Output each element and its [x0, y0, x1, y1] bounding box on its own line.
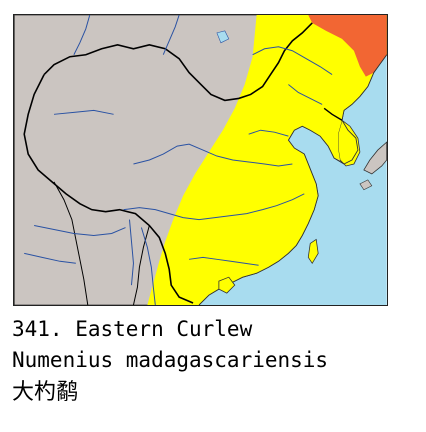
- japan-islands: [363, 141, 387, 175]
- scientific-name: Numenius madagascariensis: [12, 348, 329, 372]
- river-songhua: [288, 84, 323, 105]
- chinese-name: 大杓鹬: [12, 380, 79, 405]
- river-ganges: [24, 252, 76, 264]
- river-north-branch: [248, 129, 289, 137]
- range-migration: [147, 15, 387, 305]
- river-yellow: [133, 143, 293, 167]
- border-china-west: [23, 74, 194, 304]
- range-map: [13, 14, 388, 306]
- river-brahmaputra: [34, 225, 126, 236]
- river-salween: [128, 219, 134, 286]
- river-mekong: [140, 227, 156, 305]
- river-amur: [252, 46, 333, 76]
- river-tarim: [53, 109, 114, 115]
- border-india: [53, 181, 89, 305]
- lake: [216, 30, 230, 44]
- rivers: [24, 15, 333, 305]
- japan-islands-small: [359, 179, 373, 191]
- border-korea: [323, 107, 343, 121]
- river-ob: [73, 15, 91, 55]
- caption: 341. Eastern Curlew Numenius madagascari…: [12, 314, 422, 410]
- river-yangtze: [123, 193, 305, 221]
- coastline: [198, 54, 387, 305]
- range-breeding: [308, 15, 387, 77]
- river-pearl: [189, 256, 259, 266]
- species-number-name: 341. Eastern Curlew: [12, 317, 253, 341]
- hainan-island: [218, 276, 236, 294]
- river-yenisei: [162, 15, 180, 55]
- border-mongolia: [43, 22, 313, 102]
- taiwan-island: [307, 238, 319, 265]
- range-map-svg: [14, 15, 387, 305]
